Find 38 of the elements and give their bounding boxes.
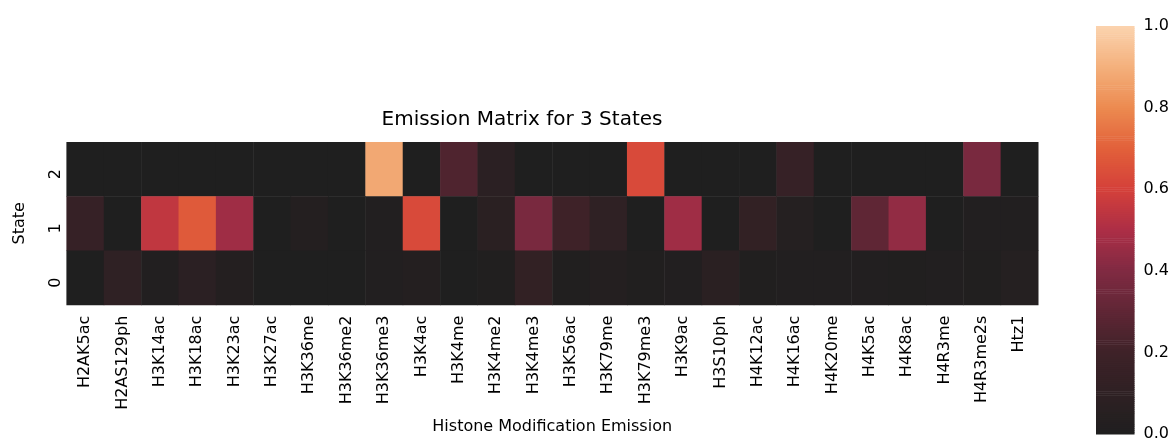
color-bar-label: 0.8 — [1143, 96, 1170, 116]
x-tick-label: H2AS129ph — [111, 315, 131, 410]
x-tick-label: H3K27ac — [261, 315, 281, 388]
x-tick-label: H4R3me2s — [971, 315, 991, 404]
x-axis-title: Histone Modification Emission — [432, 415, 673, 435]
y-axis-title: State — [8, 202, 28, 245]
color-bar-label: 0.6 — [1143, 178, 1170, 198]
x-tick-label: H4K16ac — [784, 315, 804, 388]
x-tick-label: H3K56ac — [560, 315, 580, 388]
x-tick-label: H3K4me — [447, 315, 467, 384]
x-tick-label: H3K36me2 — [335, 315, 355, 405]
y-tick-label: 0 — [44, 277, 64, 288]
y-tick-label: 1 — [44, 223, 64, 234]
x-tick-label: H3K4me3 — [522, 315, 542, 395]
x-tick-label: Htz1 — [1008, 315, 1028, 353]
x-tick-label: H3K36me — [298, 315, 318, 395]
x-tick-label: H3K79me — [597, 315, 617, 395]
x-tick-label: H4K20me — [821, 315, 841, 395]
x-tick-label: H3S10ph — [709, 315, 729, 389]
chart-title: Emission Matrix for 3 States — [381, 106, 663, 131]
x-tick-label: H4K5ac — [858, 315, 878, 378]
x-tick-label: H3K79me3 — [634, 315, 654, 405]
x-tick-label: H4R3me — [933, 315, 953, 385]
x-tick-label: H3K14ac — [148, 315, 168, 388]
x-tick-label: H4K8ac — [896, 315, 916, 378]
color-bar-label: 1.0 — [1143, 15, 1170, 35]
x-tick-label: H3K4ac — [410, 315, 430, 378]
color-bar-label: 0.4 — [1143, 259, 1170, 279]
x-tick-label: H4K12ac — [746, 315, 766, 388]
color-bar-label: 0.0 — [1143, 423, 1170, 443]
x-tick-label: H3K9ac — [672, 315, 692, 378]
x-tick-label: H3K18ac — [186, 315, 206, 388]
x-tick-label: H3K4me2 — [485, 315, 505, 395]
y-tick-label: 2 — [44, 169, 64, 180]
x-tick-label: H3K36me3 — [373, 315, 393, 405]
color-bar-label: 0.2 — [1143, 341, 1170, 361]
x-tick-label: H3K23ac — [223, 315, 243, 388]
x-tick-label: H2AK5ac — [74, 315, 94, 389]
